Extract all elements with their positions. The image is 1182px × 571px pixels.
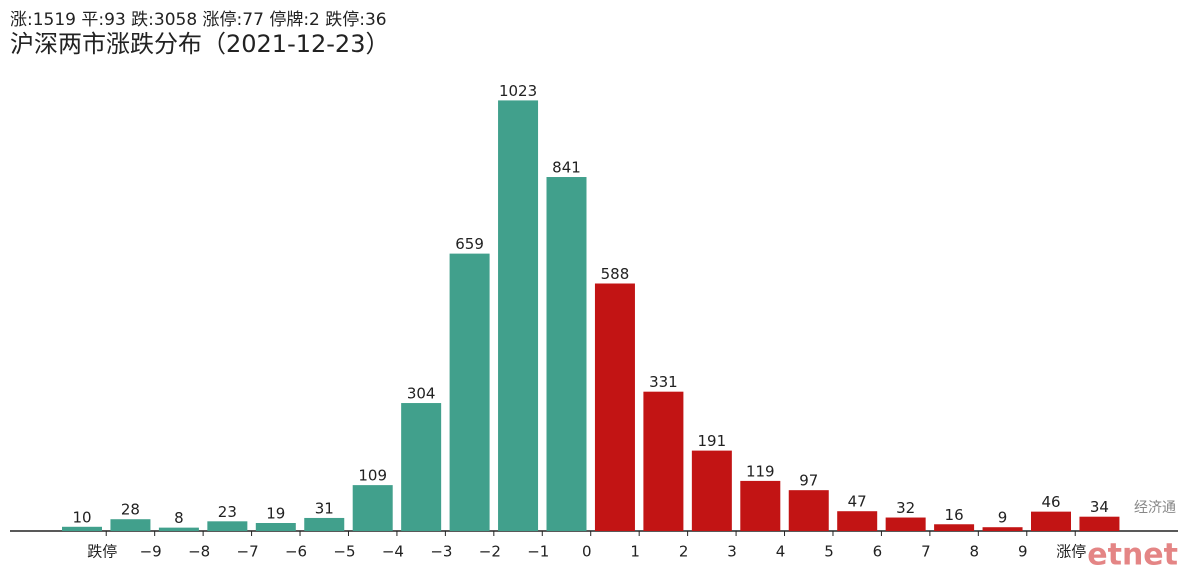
bar <box>401 403 442 531</box>
bar <box>110 519 151 531</box>
value-label: 9 <box>998 509 1008 527</box>
bar <box>982 527 1023 531</box>
value-label: 28 <box>121 501 140 519</box>
watermark: etnet <box>1087 538 1178 571</box>
x-tick-label: 2 <box>679 543 689 561</box>
bar <box>158 527 199 531</box>
x-tick-label: 6 <box>873 543 883 561</box>
x-tick-label: 跌停 <box>87 543 117 561</box>
value-label: 31 <box>315 499 334 517</box>
x-tick-label: 5 <box>824 543 834 561</box>
value-label: 191 <box>698 432 727 450</box>
bar <box>1031 511 1071 531</box>
x-tick-label: 8 <box>970 543 980 561</box>
bar <box>498 100 539 531</box>
value-label: 1023 <box>499 82 537 100</box>
bar <box>449 253 490 531</box>
value-label: 8 <box>174 509 184 527</box>
bar <box>594 283 635 531</box>
value-label: 47 <box>848 493 867 511</box>
bar <box>1079 516 1120 531</box>
value-label: 841 <box>552 159 581 177</box>
x-tick-label: −6 <box>285 543 307 561</box>
value-label: 34 <box>1090 498 1109 516</box>
x-tick-label: −8 <box>188 543 210 561</box>
bar <box>62 526 102 531</box>
bar <box>255 523 296 531</box>
bar <box>740 480 781 531</box>
x-tick-label: −5 <box>333 543 355 561</box>
x-tick-label: 1 <box>630 543 640 561</box>
value-label: 659 <box>455 235 484 253</box>
chart-title: 沪深两市涨跌分布（2021-12-23） <box>10 30 389 58</box>
x-tick-label: 9 <box>1018 543 1028 561</box>
value-label: 97 <box>799 472 818 490</box>
x-tick-label: 4 <box>776 543 786 561</box>
bar <box>643 391 684 531</box>
x-tick-label: 7 <box>921 543 931 561</box>
value-label: 119 <box>746 462 775 480</box>
x-tick-label: −1 <box>527 543 549 561</box>
bar <box>934 524 975 531</box>
x-tick-label: 0 <box>582 543 592 561</box>
value-label: 588 <box>601 265 630 283</box>
bar <box>352 485 393 531</box>
value-label: 304 <box>407 385 436 403</box>
x-tick-label: −9 <box>140 543 162 561</box>
value-label: 16 <box>945 506 964 524</box>
value-label: 19 <box>266 505 285 523</box>
x-tick-label: −3 <box>430 543 452 561</box>
bar <box>837 511 878 531</box>
bar <box>546 177 587 532</box>
bar <box>691 450 732 531</box>
value-label: 32 <box>896 499 915 517</box>
x-tick-label: −7 <box>237 543 259 561</box>
watermark: 经济通 <box>1134 500 1176 516</box>
chart-subtitle: 涨:1519 平:93 跌:3058 涨停:77 停牌:2 跌停:36 <box>10 10 387 30</box>
value-label: 109 <box>358 467 387 485</box>
x-tick-label: 3 <box>727 543 737 561</box>
value-label: 46 <box>1041 493 1060 511</box>
bar <box>885 517 926 531</box>
x-tick-label: −4 <box>382 543 404 561</box>
x-tick-label: −2 <box>479 543 501 561</box>
value-label: 23 <box>218 503 237 521</box>
bar <box>207 521 248 531</box>
bar <box>304 517 345 531</box>
x-tick-label: 涨停 <box>1056 543 1086 561</box>
bar <box>788 490 829 531</box>
value-label: 331 <box>649 373 678 391</box>
value-label: 10 <box>72 508 91 526</box>
